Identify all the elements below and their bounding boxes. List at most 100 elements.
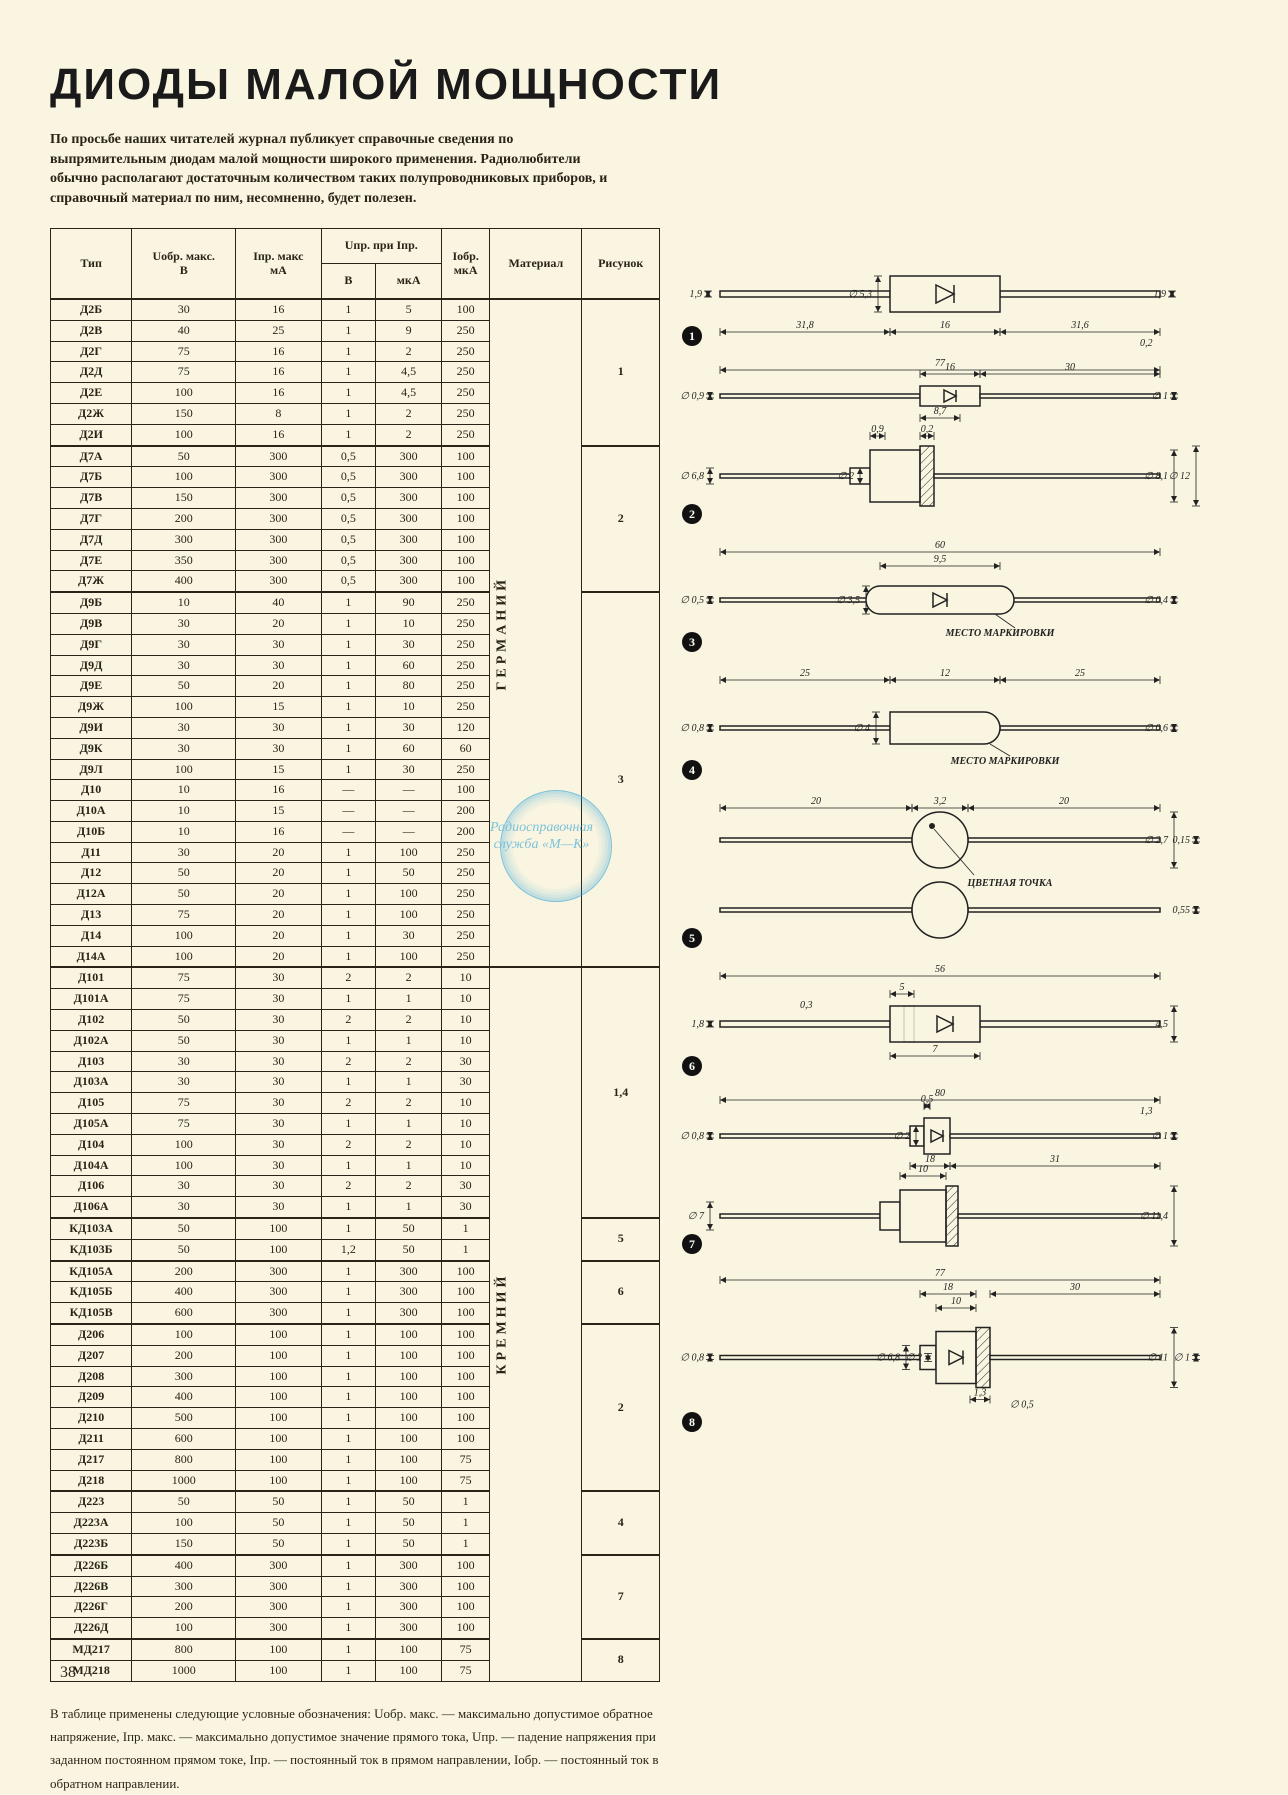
cell-value: 16 (236, 299, 321, 320)
cell-value: 100 (236, 1218, 321, 1239)
cell-type: Д226Б (51, 1555, 132, 1576)
cell-value: 15 (236, 697, 321, 718)
cell-value: 100 (236, 1449, 321, 1470)
cell-value: 100 (376, 1449, 442, 1470)
cell-type: Д14 (51, 925, 132, 946)
cell-value: 300 (376, 508, 442, 529)
cell-type: Д2В (51, 320, 132, 341)
cell-value: 150 (132, 403, 236, 424)
cell-value: 2 (376, 424, 442, 445)
cell-value: 100 (376, 905, 442, 926)
cell-value: 1 (321, 759, 376, 780)
cell-type: Д206 (51, 1324, 132, 1345)
cell-value: 50 (132, 1239, 236, 1260)
cell-value: 75 (132, 341, 236, 362)
cell-value: 100 (376, 884, 442, 905)
cell-value: 100 (376, 946, 442, 967)
table-head: Тип Uобр. макс. В Iпр. макс мА Uпр. при … (51, 229, 660, 299)
svg-text:∅ 7: ∅ 7 (688, 1211, 705, 1222)
cell-value: 2 (376, 1176, 442, 1197)
cell-value: 10 (132, 801, 236, 822)
cell-value: 300 (376, 1597, 442, 1618)
cell-value: 250 (441, 842, 489, 863)
cell-value: 200 (132, 1597, 236, 1618)
cell-value: 50 (236, 1491, 321, 1512)
cell-value: 1 (321, 738, 376, 759)
svg-text:30: 30 (1064, 362, 1075, 373)
cell-type: Д217 (51, 1449, 132, 1470)
cell-value: 300 (376, 488, 442, 509)
cell-value: 100 (376, 1324, 442, 1345)
svg-text:30: 30 (1069, 1282, 1080, 1293)
svg-text:∅ 2: ∅ 2 (894, 1131, 910, 1142)
cell-figure: 2 (582, 1324, 660, 1491)
cell-value: 300 (236, 1576, 321, 1597)
cell-value: 20 (236, 946, 321, 967)
cell-value: 5 (376, 299, 442, 320)
cell-value: 50 (132, 884, 236, 905)
svg-text:МЕСТО МАРКИРОВКИ: МЕСТО МАРКИРОВКИ (950, 756, 1061, 767)
cell-value: 600 (132, 1303, 236, 1324)
cell-value: 200 (132, 1261, 236, 1282)
cell-value: 250 (441, 320, 489, 341)
cell-value: 1 (321, 424, 376, 445)
cell-value: 100 (132, 383, 236, 404)
svg-text:∅ 11,4: ∅ 11,4 (1140, 1211, 1168, 1222)
cell-value: 10 (441, 1155, 489, 1176)
th-material: Материал (490, 229, 582, 299)
cell-value: 30 (236, 634, 321, 655)
cell-type: Д7А (51, 446, 132, 467)
cell-value: 100 (236, 1387, 321, 1408)
cell-value: — (376, 821, 442, 842)
cell-value: 1 (321, 1197, 376, 1218)
cell-value: 1 (321, 905, 376, 926)
svg-text:∅ 1: ∅ 1 (1174, 1353, 1190, 1364)
table-row: Д2Б301615100ГЕРМАНИЙ1 (51, 299, 660, 320)
table-body: Д2Б301615100ГЕРМАНИЙ1Д2В402519250Д2Г7516… (51, 299, 660, 1681)
cell-value: 300 (236, 1618, 321, 1639)
cell-type: Д12 (51, 863, 132, 884)
cell-value: 30 (441, 1197, 489, 1218)
cell-type: Д207 (51, 1345, 132, 1366)
cell-value: 200 (132, 508, 236, 529)
cell-value: 100 (441, 1366, 489, 1387)
svg-text:∅ 0,8: ∅ 0,8 (680, 1353, 704, 1364)
svg-text:8,7: 8,7 (934, 406, 948, 417)
cell-value: 1 (321, 1513, 376, 1534)
svg-text:20: 20 (1059, 796, 1069, 807)
cell-value: 100 (236, 1239, 321, 1260)
svg-text:60: 60 (935, 540, 945, 551)
cell-value: 1 (321, 1366, 376, 1387)
cell-value: 1 (321, 362, 376, 383)
cell-value: 100 (376, 1639, 442, 1660)
cell-value: 30 (441, 1072, 489, 1093)
cell-value: 1 (321, 320, 376, 341)
cell-value: 15 (236, 801, 321, 822)
cell-value: 2 (376, 1010, 442, 1031)
cell-value: 20 (236, 905, 321, 926)
cell-figure: 3 (582, 592, 660, 967)
cell-value: 150 (132, 1533, 236, 1554)
cell-value: 30 (132, 634, 236, 655)
cell-type: Д210 (51, 1408, 132, 1429)
cell-type: КД105В (51, 1303, 132, 1324)
cell-value: 20 (236, 676, 321, 697)
cell-value: 1 (321, 634, 376, 655)
cell-value: 300 (132, 1576, 236, 1597)
cell-value: 30 (132, 613, 236, 634)
cell-value: 60 (441, 738, 489, 759)
cell-value: 10 (132, 821, 236, 842)
cell-value: 1 (441, 1513, 489, 1534)
cell-value: 300 (236, 508, 321, 529)
svg-text:∅ 5,3: ∅ 5,3 (848, 289, 872, 300)
cell-type: Д9Е (51, 676, 132, 697)
cell-value: 100 (441, 1555, 489, 1576)
cell-value: 10 (441, 1030, 489, 1051)
cell-value: 100 (376, 1429, 442, 1450)
svg-text:∅ 0,5: ∅ 0,5 (680, 595, 704, 606)
cell-value: 1 (321, 1261, 376, 1282)
cell-value: 100 (441, 550, 489, 571)
diagram-2: 7716308,7∅ 0,9∅ 1∅ 6,8∅ 2∅ 8,1∅ 120,90,2… (680, 356, 1220, 526)
cell-value: 100 (236, 1639, 321, 1660)
cell-value: 300 (376, 1618, 442, 1639)
